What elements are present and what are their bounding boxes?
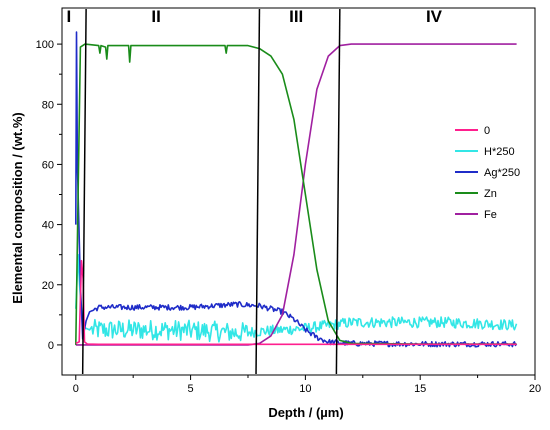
x-tick-label: 0	[73, 383, 79, 395]
x-axis-title: Depth / (µm)	[268, 405, 343, 420]
axis-ticks: 0 5 10 15 20 0 20 40 60 80 100	[36, 39, 541, 395]
y-tick-label: 40	[42, 220, 54, 232]
series-line-zn	[75, 43, 517, 345]
legend-label: Ag*250	[484, 167, 520, 179]
legend-label: Fe	[484, 209, 497, 221]
region-boundary-line	[255, 8, 261, 375]
region-boundary-line	[81, 8, 87, 375]
series-line-ag-250	[75, 31, 518, 348]
region-label: IV	[426, 7, 443, 26]
series-line-0	[75, 259, 517, 346]
y-tick-label: 20	[42, 280, 54, 292]
legend: 0 H*250 Ag*250 Zn Fe	[455, 125, 520, 221]
y-tick-label: 80	[42, 99, 54, 111]
series-layer	[75, 31, 518, 348]
region-boundary-line	[335, 8, 341, 375]
plot-frame	[61, 7, 536, 376]
region-label: III	[289, 7, 303, 26]
y-tick-label: 60	[42, 159, 54, 171]
x-tick-label: 5	[188, 383, 194, 395]
x-tick-label: 10	[299, 383, 311, 395]
legend-label: Zn	[484, 188, 497, 200]
x-tick-label: 15	[414, 383, 426, 395]
y-tick-label: 0	[48, 340, 54, 352]
legend-label: 0	[484, 125, 490, 137]
region-label: II	[151, 7, 160, 26]
region-label: I	[67, 7, 72, 26]
region-boundaries	[81, 8, 341, 375]
series-line-h-250	[75, 253, 518, 343]
x-tick-label: 20	[529, 383, 541, 395]
y-axis-title: Elemental composition / (wt.%)	[10, 112, 25, 303]
y-tick-label: 100	[36, 39, 54, 51]
series-line-fe	[75, 43, 517, 346]
region-labels: I II III IV	[67, 7, 443, 26]
legend-label: H*250	[484, 146, 515, 158]
